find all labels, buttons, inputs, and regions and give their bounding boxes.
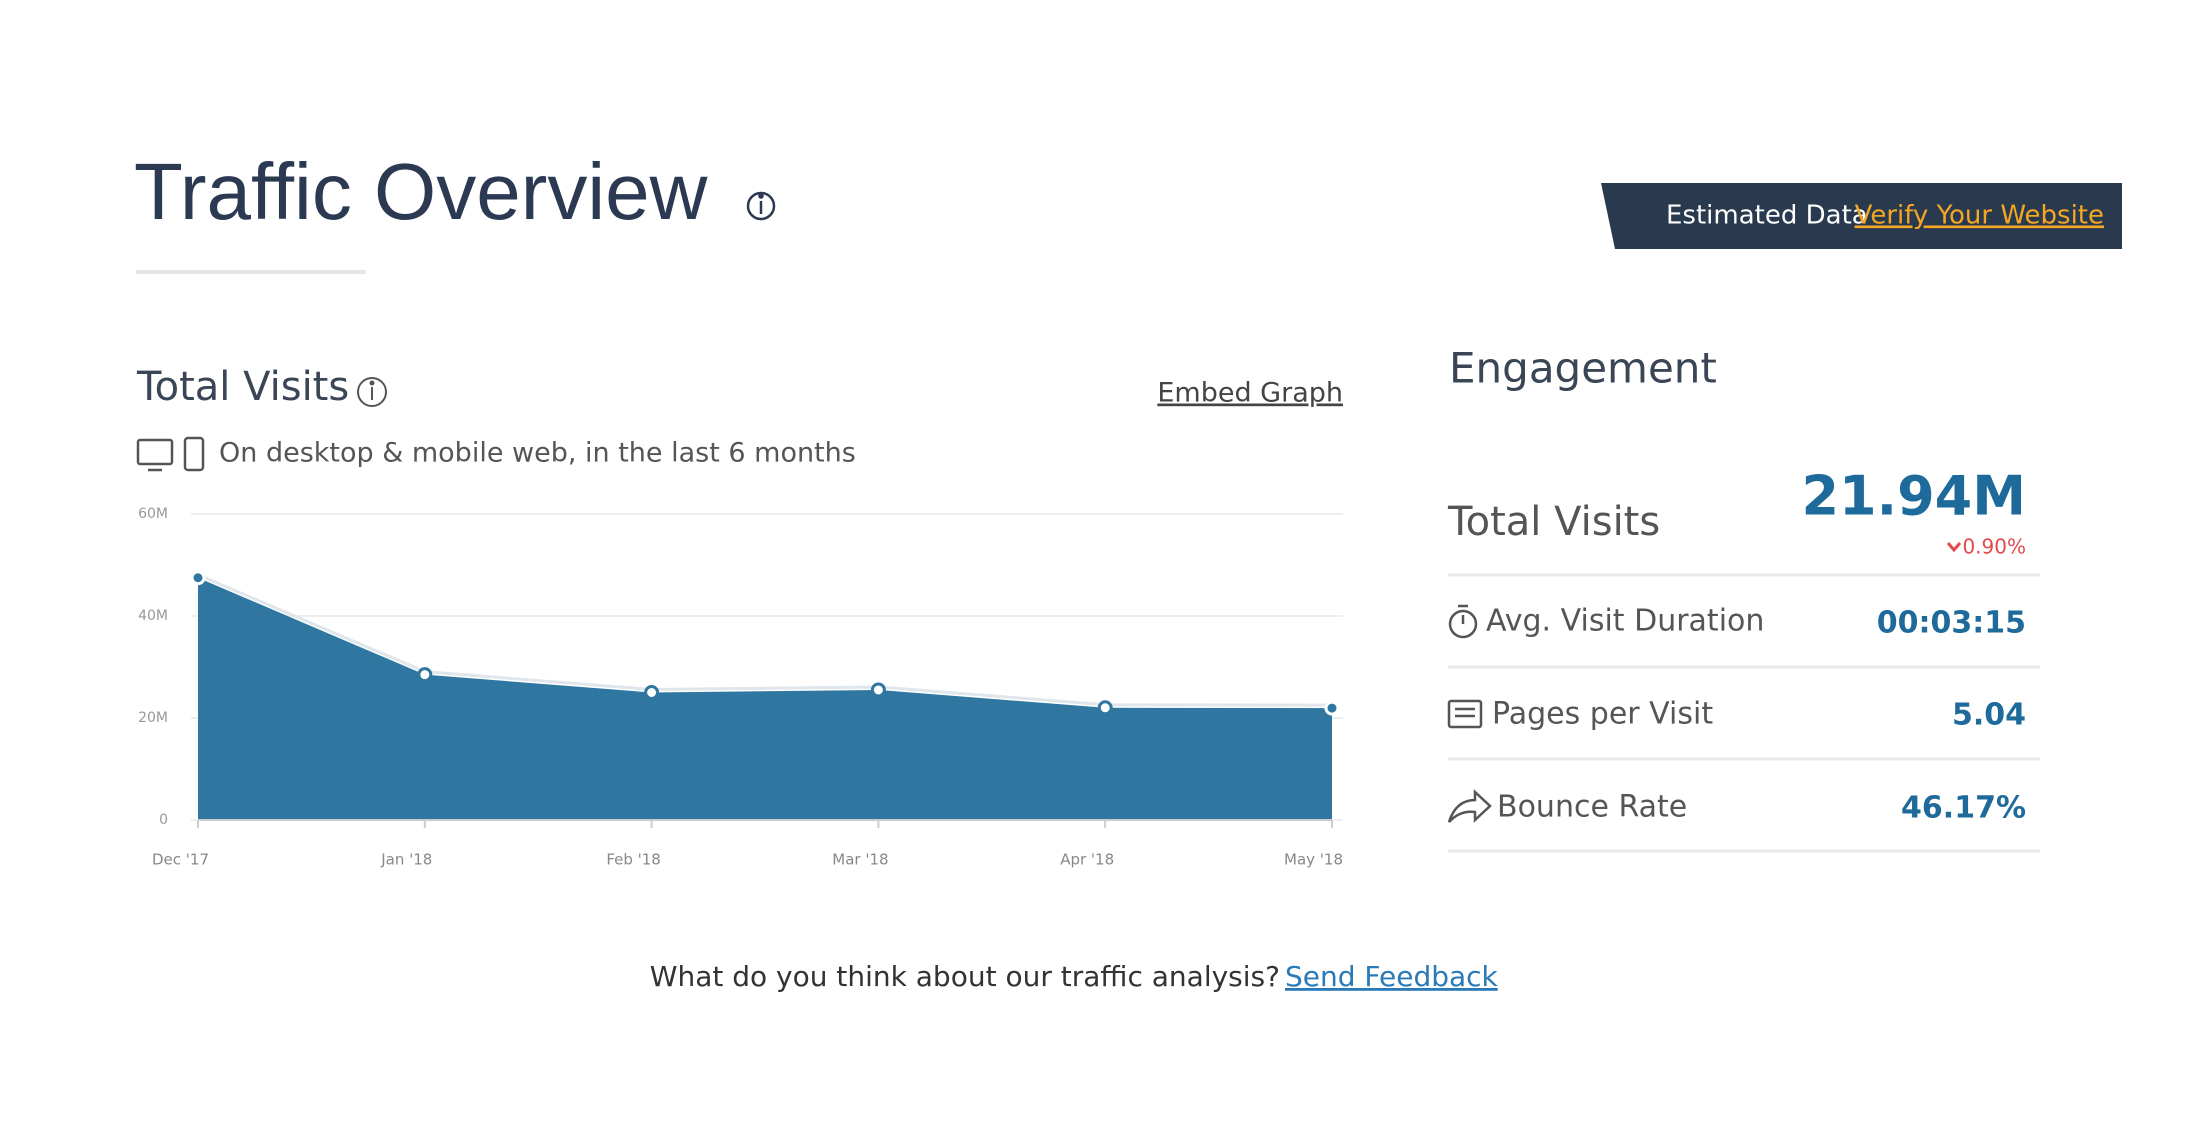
y-tick-label: 60M [138,506,168,522]
metric-name: Avg. Visit Duration [1486,604,1764,639]
title-underline [136,270,366,274]
data-point [417,667,433,683]
x-tick-label: May '18 [1284,851,1343,869]
area-line [197,573,1333,707]
area [198,577,1332,820]
chart-title: Total Visits [136,364,349,410]
y-tick-label: 0 [159,812,168,828]
badge-label: Estimated Data [1666,201,1868,231]
page-title: Traffic Overview [134,147,708,236]
data-point [870,682,886,698]
x-tick-label: Jan '18 [380,851,432,869]
duration-icon [1448,604,1478,639]
total-visits-value: 21.94M [1801,465,2026,528]
device-icons [136,436,205,472]
x-tick-label: Apr '18 [1060,851,1114,869]
down-chevron [1946,542,1962,553]
chart-subtitle: On desktop & mobile web, in the last 6 m… [219,438,856,469]
engagement-title: Engagement [1449,344,1717,393]
verify-link[interactable]: Verify Your Website [1855,201,2104,231]
pages-icon [1447,699,1483,729]
bounce-icon [1447,789,1492,823]
embed-graph-link[interactable]: Embed Graph [1157,378,1343,409]
metric-value: 5.04 [1952,698,2026,733]
metric-name: Pages per Visit [1492,697,1713,732]
info-icon [357,377,387,407]
data-point [644,685,660,700]
metric-value: 46.17% [1901,791,2026,826]
feedback-link[interactable]: Send Feedback [1285,960,1499,993]
x-tick-label: Mar '18 [832,851,888,869]
y-tick-label: 20M [138,710,168,726]
feedback-question: What do you think about our traffic anal… [650,960,1280,993]
x-tick-label: Feb '18 [606,851,661,869]
estimated-badge [1601,183,2122,249]
data-point [1324,700,1340,716]
data-point [190,570,206,586]
total-visits-label: Total Visits [1447,499,1660,545]
data-point [1097,700,1113,716]
metric-value: 00:03:15 [1877,606,2026,641]
y-tick-label: 40M [138,608,168,624]
metric-name: Bounce Rate [1497,790,1687,825]
row-dividers [1448,573,2040,853]
x-tick-label: Dec '17 [152,851,209,869]
total-visits-change: 0.90% [1962,535,2026,559]
info-icon [746,191,776,221]
